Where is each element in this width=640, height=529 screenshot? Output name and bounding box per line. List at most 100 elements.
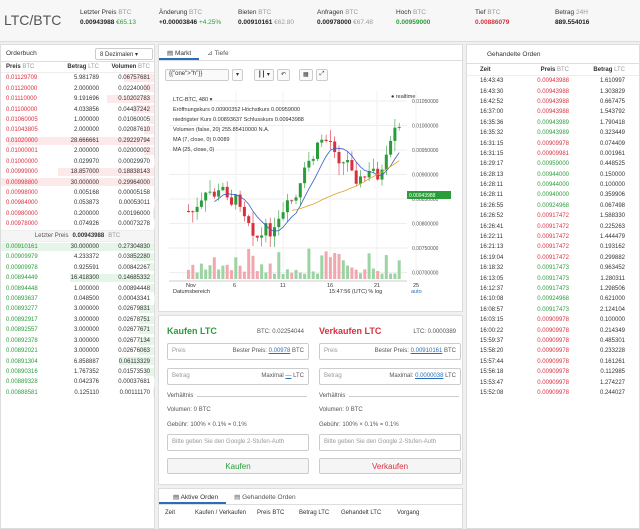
trade-row: 16:42:52 0.00943988 0.667475 [480, 98, 625, 105]
trade-row: 16:03:15 0.00909978 0.100000 [480, 317, 625, 324]
candle [242, 201, 246, 222]
candle-type-icon[interactable]: ┃┃ ▾ [254, 69, 274, 81]
volume-bar [255, 271, 259, 279]
bid-row[interactable]: 0.00888581 0.125110 0.00111170 [6, 388, 154, 397]
volume-bar [260, 264, 264, 279]
volume-bar [316, 273, 319, 279]
ask-row[interactable]: 0.00999000 18.857000 0.18838143 [1, 167, 154, 177]
bid-row[interactable]: 0.00893637 0.048500 0.00043341 [6, 294, 154, 303]
ask-row[interactable]: 0.01100000 4.033856 0.04437242 [1, 104, 154, 114]
tab-depth[interactable]: ⊿ Tiefe [207, 50, 229, 57]
bid-row[interactable]: 0.00892557 3.000000 0.02677671 [1, 325, 154, 335]
bid-row[interactable]: 0.00892378 3.000000 0.02677134 [1, 336, 154, 346]
bid-row[interactable]: 0.00909978 0.925591 0.00842267 [1, 262, 154, 272]
buy-amount-input[interactable]: Betrag Maximal — LTC [167, 368, 309, 385]
legend-line: MA (7, close, 0) 0.0089 [173, 137, 230, 143]
sell-ratio-slider[interactable]: Verhältnis [319, 393, 461, 399]
volume-bar [350, 267, 354, 279]
volume-bar [303, 273, 307, 279]
ask-row[interactable]: 0.01060005 1.000000 0.01060005 [1, 115, 154, 125]
ask-row[interactable]: 0.01129709 5.981789 0.06757681 [1, 73, 154, 83]
ask-row[interactable]: 0.01110000 9.191696 0.10202783 [1, 94, 154, 104]
candlestick-chart[interactable]: 0.01050000 0.01000000 0.00950000 0.00900000… [169, 91, 454, 296]
tab-market[interactable]: ▤ Markt [159, 45, 200, 60]
svg-text:15:47:56 (UTC) % log: 15:47:56 (UTC) % log [329, 289, 382, 295]
bid-row[interactable]: 0.00893277 3.000000 0.02679831 [1, 304, 154, 314]
ask-row[interactable]: 0.00998000 0.005168 0.00005158 [6, 188, 154, 197]
tab-closed-orders[interactable]: ▤ Gehandelte Orden [234, 494, 296, 501]
col-time: Zeit [480, 66, 491, 73]
y-tick: 0.01000000 [412, 124, 439, 130]
stat-1: Änderung BTC +0.00003846 +4.25% [159, 9, 222, 26]
candle [346, 151, 350, 172]
ask-row[interactable]: 0.01043805 2.000000 0.02087610 [1, 125, 154, 135]
volume-bar [371, 268, 375, 279]
candle [328, 130, 332, 150]
candle [255, 235, 259, 242]
interval-select[interactable]: {{"one">"h"}} [165, 69, 229, 81]
volume-bar [204, 269, 208, 279]
bid-row[interactable]: 0.00894449 16.418300 0.14685332 [1, 273, 154, 283]
sell-2fa-input[interactable]: Bitte geben Sie den Google 2-Stufen-Auth [319, 434, 461, 451]
candle [238, 190, 242, 213]
volume-bar [363, 269, 367, 279]
candle [225, 181, 229, 201]
trade-row: 16:00:22 0.00909978 0.214349 [480, 327, 625, 334]
legend-line: Volumen (false, 20) 255.85410000 N.A. [173, 127, 270, 133]
sell-amount-input[interactable]: Betrag Maximal: 0.0000038 LTC [319, 368, 461, 385]
ask-row[interactable]: 0.00980000 0.200000 0.00196000 [1, 209, 154, 219]
candle [337, 145, 341, 176]
decimals-select[interactable]: 8 Dezimalen ▾ [95, 48, 153, 60]
volume-bar [230, 270, 233, 279]
volume-bar [199, 263, 203, 279]
volume-bar [238, 265, 242, 279]
volume-bar [251, 255, 255, 279]
trade-row: 16:08:57 0.00917473 2.124104 [480, 306, 625, 313]
trade-row: 16:28:11 0.00944000 0.100000 [480, 182, 625, 189]
orderbook-panel: Orderbuch 8 Dezimalen ▾ Preis BTC Betrag… [0, 44, 155, 529]
bid-row[interactable]: 0.00892021 3.000000 0.02676063 [1, 346, 154, 356]
candle [384, 145, 388, 176]
x-tick: 11 [280, 283, 286, 289]
indicator-icon[interactable]: ▾ [232, 69, 244, 81]
buy-button[interactable]: Kaufen [167, 458, 309, 474]
indicators-button-icon[interactable]: ▦ [298, 69, 313, 81]
volume-bar [298, 272, 302, 279]
candle [333, 136, 337, 159]
ask-row[interactable]: 0.00978000 0.074926 0.00073278 [6, 220, 154, 229]
bid-row[interactable]: 0.00892917 3.000000 0.02678751 [1, 315, 154, 325]
bid-row[interactable]: 0.00894448 1.000000 0.00894448 [1, 283, 154, 293]
undo-icon[interactable]: ↶ [276, 69, 290, 81]
realtime-label: ● realtime [391, 94, 415, 100]
trade-row: 16:31:15 0.00909981 0.001961 [480, 150, 625, 157]
ask-row[interactable]: 0.01120000 2.000000 0.02240000 [1, 83, 154, 93]
fullscreen-icon[interactable]: ⤢ [315, 69, 329, 81]
last-price-tag [407, 191, 451, 199]
ask-row[interactable]: 0.00998800 30.000000 0.29964000 [1, 177, 154, 187]
tab-active-orders[interactable]: ▤ Aktive Orden [159, 489, 227, 504]
legend-line: Eröffnungskurs 0.00900352 Höchstkurs 0.0… [173, 107, 301, 113]
bid-row[interactable]: 0.00910161 30.000000 0.27304830 [1, 242, 154, 252]
buy-2fa-input[interactable]: Bitte geben Sie den Google 2-Stufen-Auth [167, 434, 309, 451]
bid-row[interactable]: 0.00891304 6.858887 0.06113329 [1, 356, 154, 366]
candle [371, 158, 375, 174]
buy-ratio-slider[interactable]: Verhältnis [167, 393, 309, 399]
volume-bar [294, 269, 298, 279]
candle [354, 162, 358, 186]
sell-button[interactable]: Verkaufen [319, 458, 461, 474]
bid-row[interactable]: 0.00890316 1.767352 0.01573530 [1, 367, 154, 377]
trade-row: 15:53:47 0.00909978 1.274227 [480, 379, 625, 386]
bid-row[interactable]: 0.00889328 0.042376 0.00037681 [6, 378, 154, 387]
bid-row[interactable]: 0.00909979 4.233372 0.03852280 [1, 252, 154, 262]
pair-title: LTC/BTC [4, 12, 62, 28]
buy-price-input[interactable]: Preis Bester Preis: 0.00978 BTC [167, 343, 309, 360]
volume-bar [234, 257, 238, 279]
candle [204, 192, 208, 212]
ask-row[interactable]: 0.01000001 2.000000 0.02000002 [1, 146, 154, 156]
sell-price-input[interactable]: Preis Bester Preis: 0.00910161 BTC [319, 343, 461, 360]
candle [260, 227, 264, 247]
ask-row[interactable]: 0.01020000 28.666661 0.29229794 [1, 136, 154, 146]
candle [294, 194, 298, 205]
ask-row[interactable]: 0.00984000 0.053873 0.00053011 [6, 199, 154, 208]
ask-row[interactable]: 0.01000000 0.029970 0.00029970 [6, 157, 154, 166]
